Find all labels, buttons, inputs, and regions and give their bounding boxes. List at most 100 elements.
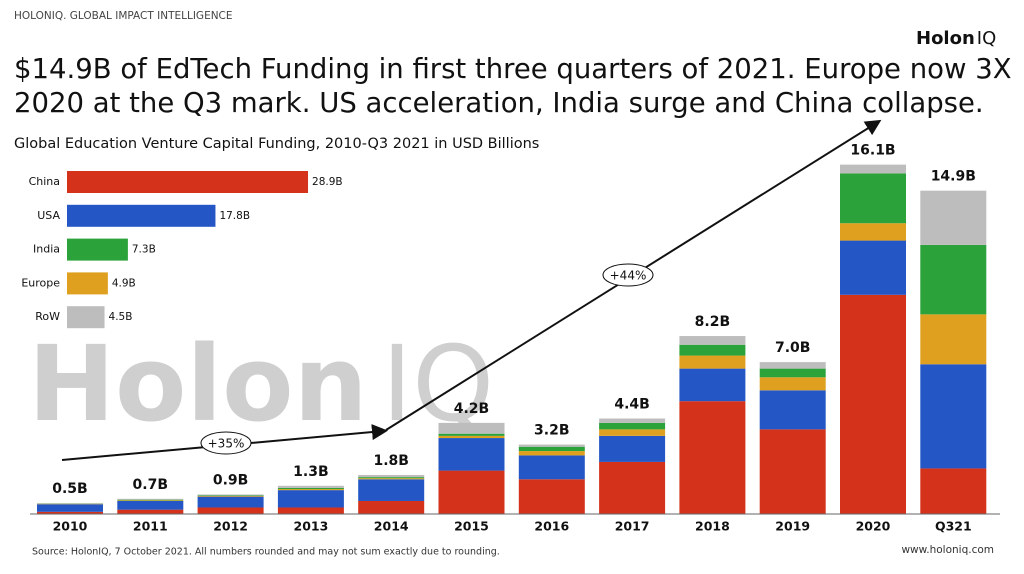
bar-segment (599, 435, 666, 462)
bar-segment (117, 500, 184, 510)
bar-segment (197, 495, 264, 496)
category-label: USA (37, 209, 60, 222)
bar-segment (358, 479, 425, 501)
bar-segment (679, 355, 746, 369)
bar-segment (599, 461, 666, 514)
bar-segment (679, 368, 746, 402)
total-label: 0.7B (133, 477, 168, 493)
bar-segment (358, 477, 425, 479)
title-line: $14.9B of EdTech Funding in first three … (14, 53, 1012, 85)
annotation: +44% (610, 269, 647, 283)
bar-segment (37, 504, 103, 512)
header: HOLONIQ. GLOBAL IMPACT INTELLIGENCE (14, 10, 233, 22)
total-label: 0.9B (213, 472, 248, 488)
bar-segment (759, 377, 826, 391)
bar-segment (438, 435, 505, 439)
bar-segment (277, 489, 344, 491)
x-tick-label: 2017 (615, 519, 650, 534)
bar (67, 306, 105, 329)
bar-segment (920, 314, 987, 365)
total-label: 1.8B (373, 453, 408, 469)
x-tick-label: 2014 (374, 519, 409, 534)
annotation-bubble (602, 263, 654, 287)
value-label: 28.9B (312, 176, 343, 188)
total-label: 8.2B (695, 314, 730, 330)
annotation: +35% (208, 437, 245, 451)
x-tick-label: 2019 (775, 519, 810, 534)
logo-main: Holon (916, 28, 975, 49)
bar-segment (197, 507, 264, 514)
bar-segment (438, 433, 505, 436)
x-tick-label: 2010 (53, 519, 88, 534)
bar (67, 171, 309, 193)
bar-segment (679, 401, 746, 514)
x-tick-label: 2018 (695, 519, 730, 534)
total-label: 14.9B (931, 169, 976, 185)
bar-segment (518, 479, 585, 514)
bar-segment (920, 244, 987, 315)
category-label: RoW (35, 310, 60, 323)
bar-segment (358, 500, 425, 514)
x-tick-label: 2015 (454, 519, 489, 534)
bar-segment (438, 470, 505, 514)
total-label: 0.5B (52, 481, 87, 497)
bar-segment (117, 500, 184, 501)
bar-segment (759, 429, 826, 514)
value-label: 7.3B (132, 244, 156, 256)
total-label: 7.0B (775, 340, 810, 356)
bar-segment (759, 362, 826, 369)
bar-segment (277, 485, 344, 488)
bar-segment (197, 495, 264, 497)
total-label: 3.2B (534, 423, 569, 439)
bar-segment (759, 390, 826, 430)
value-label: 4.5B (109, 311, 133, 323)
bar-segment (358, 474, 425, 478)
x-tick-label: 2011 (133, 519, 168, 534)
bar-segment (759, 368, 826, 378)
bar-segment (599, 422, 666, 430)
bar-segment (277, 507, 344, 514)
bar-segment (518, 444, 585, 447)
x-tick-label: 2012 (213, 519, 248, 534)
bar-segment (518, 451, 585, 456)
bar (67, 204, 216, 227)
total-label: 4.2B (454, 401, 489, 417)
category-label: Europe (21, 276, 60, 289)
bar-segment (599, 429, 666, 436)
watermark-main: Holon (28, 323, 368, 445)
x-tick-label: 2020 (856, 519, 891, 534)
bar-segment (679, 344, 746, 356)
source: Source: HolonIQ, 7 October 2021. All num… (32, 547, 500, 558)
bar-segment (438, 422, 505, 434)
bar-segment (117, 499, 184, 501)
logo-suffix: IQ (977, 28, 996, 49)
bar-segment (679, 336, 746, 345)
bar-segment (277, 487, 344, 490)
bar-segment (599, 418, 666, 423)
website: www.holoniq.com (901, 544, 994, 556)
arrows: +35% +44% (61, 119, 882, 461)
value-label: 4.9B (112, 277, 136, 289)
category-label: India (33, 243, 60, 256)
total-label: 4.4B (614, 397, 649, 413)
title-line: 2020 at the Q3 mark. US acceleration, In… (14, 87, 984, 119)
bar-segment (197, 496, 264, 508)
logo: Holon IQ (916, 28, 996, 49)
bar-segment (920, 364, 987, 469)
bar-segment (840, 223, 906, 241)
bar-segment (518, 446, 585, 452)
bar-segment (840, 173, 906, 224)
bar-segment (438, 438, 505, 471)
bar-segment (840, 164, 906, 174)
total-label: 16.1B (850, 143, 895, 159)
bar-segment (840, 240, 906, 295)
bar-segment (920, 190, 987, 245)
bar-segment (920, 468, 987, 514)
bar-segment (197, 494, 264, 496)
x-tick-label: 2016 (534, 519, 569, 534)
watermark: Holon IQ (28, 323, 494, 445)
subtitle: Global Education Venture Capital Funding… (14, 136, 539, 152)
bar-segment (117, 498, 184, 500)
bar-segment (518, 455, 585, 480)
